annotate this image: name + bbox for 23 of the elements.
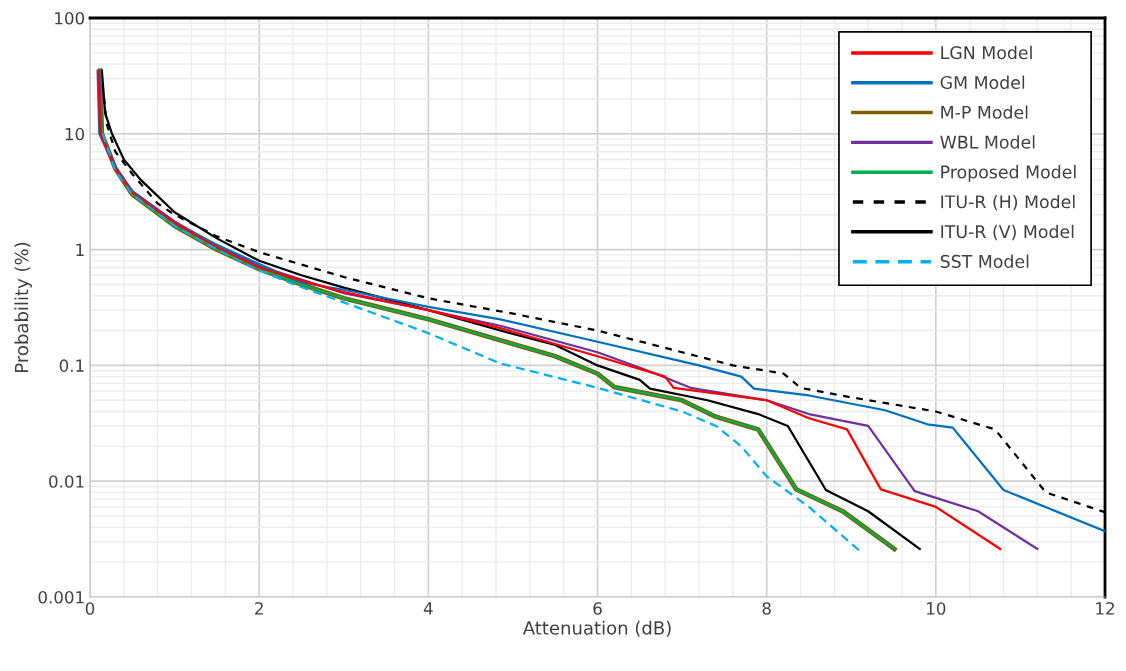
legend-label: Proposed Model xyxy=(941,165,1076,182)
y-axis-title: Probability (%) xyxy=(14,242,32,372)
y-tick-label: 1 xyxy=(76,243,84,256)
y-tick-label: 10 xyxy=(65,127,85,141)
x-tick-label: 4 xyxy=(423,602,433,615)
legend-label: ITU-R (V) Model xyxy=(941,224,1074,241)
y-tick-label: 0.001 xyxy=(38,590,84,604)
legend-label: SST Model xyxy=(940,254,1029,268)
legend-label: M-P Model xyxy=(941,105,1028,119)
x-tick-label: 6 xyxy=(593,602,602,615)
x-tick-label: 2 xyxy=(255,602,263,615)
legend-label: ITU-R (H) Model xyxy=(941,194,1075,211)
y-tick-label: 100 xyxy=(55,11,85,25)
x-tick-label: 8 xyxy=(762,602,771,615)
legend-label: LGN Model xyxy=(941,45,1032,60)
y-tick-label: 0.1 xyxy=(59,359,84,372)
legend-label: GM Model xyxy=(940,75,1025,90)
x-tick-label: 12 xyxy=(1096,602,1114,615)
x-tick-label: 0 xyxy=(85,602,95,615)
legend-label: WBL Model xyxy=(940,135,1035,149)
x-tick-label: 10 xyxy=(927,602,946,615)
x-axis-title: Attenuation (dB) xyxy=(522,620,671,637)
y-tick-label: 0.01 xyxy=(49,475,84,488)
